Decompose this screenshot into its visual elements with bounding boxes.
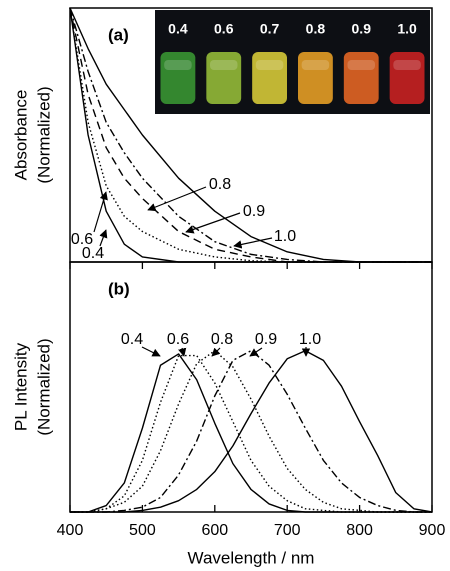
series-annotation: 0.6	[167, 331, 189, 348]
series-annotation: 0.9	[255, 331, 277, 348]
series-annotation: 0.9	[243, 203, 265, 220]
vial-glow	[301, 60, 330, 70]
annotation-arrow	[185, 212, 241, 234]
panel-label: (a)	[108, 25, 129, 44]
vial	[298, 52, 333, 104]
series-annotation: 0.6	[71, 231, 93, 248]
series-annotation: 0.8	[209, 176, 231, 193]
x-tick-label: 700	[274, 522, 301, 539]
inset-photo	[155, 10, 430, 114]
inset-label: 0.4	[168, 21, 188, 37]
panel-label: (b)	[108, 279, 130, 298]
series-line	[70, 350, 432, 513]
series-line	[70, 350, 433, 513]
vial-glow	[164, 60, 192, 70]
y-axis-label: (Normalized)	[34, 338, 53, 435]
series-annotation: 1.0	[274, 228, 296, 245]
x-tick-label: 900	[419, 522, 446, 539]
inset-label: 0.6	[214, 21, 234, 37]
inset-label: 0.9	[352, 21, 372, 37]
series-line	[69, 7, 432, 263]
vial	[389, 52, 425, 104]
annotation-arrow	[99, 229, 108, 247]
series-annotation: 0.8	[211, 331, 233, 348]
series-line	[70, 350, 432, 513]
vial-glow	[255, 60, 284, 70]
inset-label: 0.8	[306, 21, 326, 37]
x-tick-label: 600	[201, 522, 228, 539]
vial	[343, 52, 379, 104]
x-axis-label: Wavelength / nm	[188, 548, 315, 567]
annotation-arrow	[147, 186, 207, 212]
vial	[252, 52, 287, 104]
y-axis-label: (Normalized)	[34, 86, 53, 183]
annotation-arrow	[233, 237, 273, 249]
vial	[160, 52, 196, 104]
annotation-arrow	[211, 347, 221, 357]
plot-frame	[69, 261, 433, 513]
vial-glow	[347, 60, 375, 70]
series-line	[70, 353, 432, 513]
vial-glow	[393, 60, 421, 70]
series-annotation: 0.4	[82, 245, 104, 262]
series-annotation: 0.4	[121, 331, 143, 348]
inset-label: 0.7	[260, 21, 280, 37]
annotation-arrow	[178, 347, 187, 357]
vial-glow	[210, 60, 238, 70]
vial	[206, 52, 242, 104]
annotation-arrow	[249, 347, 263, 357]
y-axis-label: PL Intensity	[11, 342, 30, 431]
annotation-arrow	[93, 191, 108, 233]
y-axis-label: Absorbance	[11, 90, 30, 181]
inset-label: 1.0	[397, 21, 417, 37]
x-tick-label: 800	[346, 522, 373, 539]
x-tick-label: 400	[57, 522, 84, 539]
series-annotation: 1.0	[299, 331, 321, 348]
x-tick-label: 500	[129, 522, 156, 539]
annotation-arrow	[141, 346, 161, 357]
